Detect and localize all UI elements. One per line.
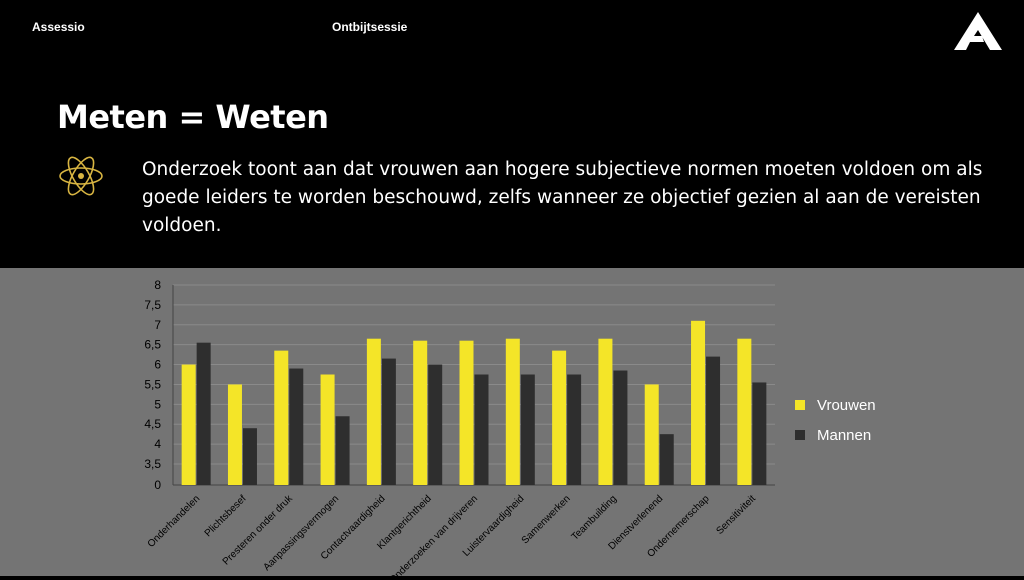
x-tick-label: Onderzoeken van drijveren	[387, 493, 480, 576]
bar-vrouwen	[552, 350, 567, 485]
y-tick-label: 5	[154, 397, 161, 411]
y-tick-label: 6	[154, 358, 161, 372]
legend-label: Vrouwen	[817, 397, 876, 414]
bar-mannen	[706, 356, 721, 485]
bar-mannen	[381, 358, 396, 485]
y-tick-label: 4,5	[144, 417, 161, 431]
y-tick-label: 7	[154, 318, 161, 332]
legend-label: Mannen	[817, 427, 871, 444]
y-tick-label: 4	[154, 437, 161, 451]
y-tick-label: 6,5	[144, 338, 161, 352]
bar-vrouwen	[644, 384, 659, 485]
bar-mannen	[752, 382, 767, 485]
x-tick-label: Plichtsbesef	[203, 493, 249, 539]
bar-vrouwen	[366, 338, 381, 485]
y-tick-label: 0	[154, 478, 161, 492]
bar-mannen	[289, 368, 304, 485]
bar-vrouwen	[413, 340, 428, 485]
y-tick-label: 7,5	[144, 298, 161, 312]
bar-vrouwen	[598, 338, 613, 485]
bar-vrouwen	[181, 364, 196, 485]
bar-mannen	[613, 370, 628, 485]
bar-mannen	[196, 342, 211, 485]
y-tick-label: 3,5	[144, 457, 161, 471]
x-tick-label: Sensitiviteit	[714, 493, 758, 537]
bar-mannen	[474, 374, 489, 485]
x-tick-label: Onderhandelen	[146, 493, 203, 550]
session-name: Ontbijtsessie	[332, 20, 408, 34]
bar-vrouwen	[459, 340, 474, 485]
bar-vrouwen	[505, 338, 520, 485]
x-tick-label: Teambuilding	[570, 493, 619, 542]
x-tick-label: Aanpassingsvermogen	[261, 493, 341, 573]
bar-vrouwen	[737, 338, 752, 485]
bar-vrouwen	[274, 350, 289, 485]
chart-area: 8 7,5 7 6,5 6 5,5 5 4,5 4 3,5 0 Onderhandelen Plicht…	[0, 268, 1024, 580]
body-text: Onderzoek toont aan dat vrouwen aan hoge…	[142, 159, 983, 236]
atom-icon	[59, 156, 103, 196]
bar-mannen	[242, 428, 257, 485]
bar-mannen	[335, 416, 350, 485]
bar-vrouwen	[320, 374, 335, 485]
brand-name: Assessio	[32, 20, 85, 34]
legend-swatch	[795, 430, 805, 440]
x-tick-label: Samenwerken	[520, 493, 573, 546]
bar-vrouwen	[227, 384, 242, 485]
bar-mannen	[428, 364, 443, 485]
bar-mannen	[520, 374, 535, 485]
y-tick-label: 5,5	[144, 377, 161, 391]
assessio-logo-icon	[954, 12, 1002, 50]
bar-mannen	[567, 374, 582, 485]
page-title: Meten = Weten	[57, 98, 329, 136]
bar-vrouwen	[691, 320, 706, 485]
y-tick-label: 8	[154, 278, 161, 292]
legend-swatch	[795, 400, 805, 410]
bar-mannen	[659, 434, 674, 485]
